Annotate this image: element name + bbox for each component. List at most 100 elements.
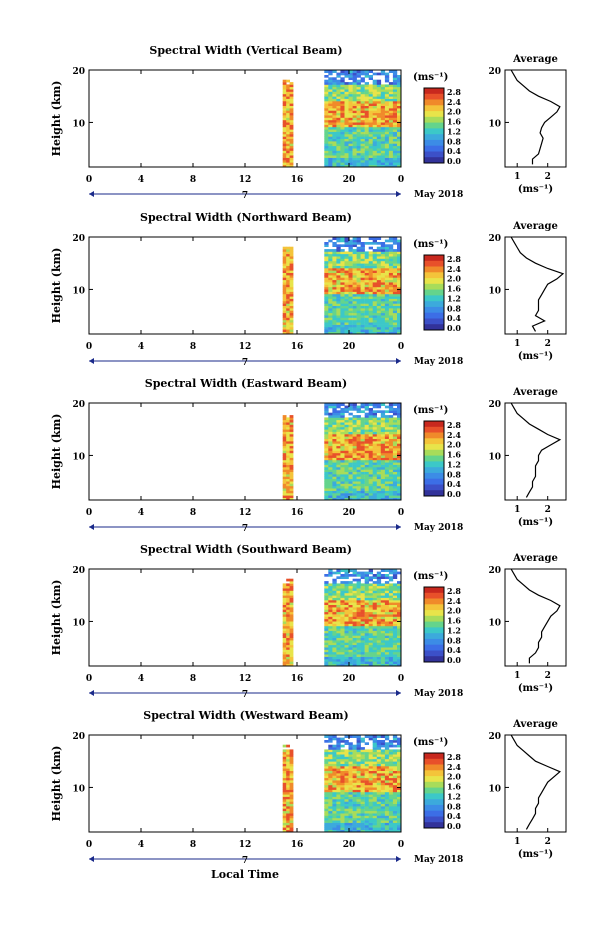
heatmap-cell bbox=[336, 253, 341, 257]
heatmap-cell bbox=[344, 277, 349, 281]
heatmap-cell bbox=[392, 756, 398, 760]
heatmap-cell bbox=[384, 647, 390, 650]
heatmap-cell bbox=[360, 607, 365, 610]
heatmap-cell bbox=[328, 117, 333, 121]
heatmap-cell bbox=[352, 768, 357, 771]
heatmap-cell bbox=[380, 611, 386, 615]
heatmap-cell bbox=[384, 485, 390, 489]
heatmap-cell bbox=[282, 773, 287, 776]
heatmap-cell bbox=[344, 82, 349, 85]
heatmap-cell bbox=[289, 138, 294, 142]
heatmap-cell bbox=[324, 84, 329, 88]
heatmap-cell bbox=[356, 443, 361, 447]
heatmap-cell bbox=[392, 410, 398, 413]
heatmap-cell bbox=[356, 159, 361, 163]
heatmap-cell bbox=[360, 789, 365, 793]
heatmap-cell bbox=[348, 284, 353, 288]
heatmap-cell bbox=[289, 749, 294, 753]
heatmap-cell bbox=[356, 270, 361, 273]
heatmap-cell bbox=[360, 614, 365, 617]
heatmap-cell bbox=[352, 777, 357, 781]
heatmap-cell bbox=[282, 761, 287, 764]
heatmap-cell bbox=[282, 749, 287, 753]
heatmap-cell bbox=[344, 251, 349, 255]
heatmap-cell bbox=[282, 322, 287, 325]
heatmap-cell bbox=[332, 412, 337, 416]
heatmap-cell bbox=[286, 89, 290, 92]
heatmap-cell bbox=[368, 322, 373, 325]
heatmap-cell bbox=[328, 796, 333, 800]
heatmap-cell bbox=[286, 497, 290, 501]
heatmap-cell bbox=[356, 492, 361, 496]
heatmap-cell bbox=[286, 452, 290, 456]
heatmap-cell bbox=[388, 649, 394, 653]
heatmap-cell bbox=[324, 640, 329, 643]
heatmap-cell bbox=[289, 253, 294, 257]
heatmap-cell bbox=[376, 265, 382, 269]
heatmap-cell bbox=[289, 441, 294, 444]
heatmap-cell bbox=[332, 286, 337, 290]
heatmap-cell bbox=[286, 663, 290, 667]
heatmap-cell bbox=[324, 483, 329, 487]
heatmap-cell bbox=[282, 249, 287, 252]
heatmap-cell bbox=[286, 279, 290, 283]
heatmap-cell bbox=[388, 457, 394, 461]
heatmap-cell bbox=[368, 630, 373, 634]
heatmap-cell bbox=[336, 93, 341, 97]
heatmap-cell bbox=[376, 623, 382, 627]
heatmap-cell bbox=[360, 301, 365, 304]
heatmap-cell bbox=[324, 585, 329, 589]
heatmap-cell bbox=[332, 485, 337, 489]
heatmap-cell bbox=[332, 820, 337, 823]
heatmap-cell bbox=[282, 89, 287, 92]
heatmap-cell bbox=[344, 244, 349, 247]
heatmap-cell bbox=[380, 459, 386, 463]
heatmap-cell bbox=[348, 122, 353, 125]
heatmap-cell bbox=[282, 658, 287, 662]
heatmap-cell bbox=[376, 794, 382, 797]
heatmap-cell bbox=[282, 476, 287, 480]
heatmap-cell bbox=[332, 119, 337, 123]
heatmap-cell bbox=[376, 301, 382, 304]
heatmap-cell bbox=[392, 817, 398, 821]
heatmap-cell bbox=[328, 108, 333, 111]
heatmap-cell bbox=[356, 429, 361, 432]
heatmap-cell bbox=[376, 611, 382, 615]
heatmap-cell bbox=[392, 75, 398, 78]
heatmap-cell bbox=[384, 258, 390, 262]
heatmap-cell bbox=[397, 796, 402, 800]
heatmap-cell bbox=[380, 763, 386, 767]
heatmap-cell bbox=[376, 141, 382, 144]
heatmap-cell bbox=[380, 129, 386, 132]
heatmap-cell bbox=[397, 784, 402, 788]
heatmap-cell bbox=[392, 827, 398, 830]
heatmap-cell bbox=[397, 324, 402, 328]
heatmap-cell bbox=[328, 497, 333, 501]
heatmap-cell bbox=[372, 331, 377, 335]
heatmap-cell bbox=[286, 481, 290, 484]
heatmap-cell bbox=[376, 242, 382, 245]
heatmap-cell bbox=[368, 625, 373, 629]
heatmap-cell bbox=[282, 162, 287, 165]
heatmap-cell bbox=[344, 604, 349, 608]
heatmap-cell bbox=[376, 592, 382, 596]
heatmap-cell bbox=[328, 756, 333, 760]
x-tick-label: 16 bbox=[291, 840, 304, 850]
heatmap-cell bbox=[328, 621, 333, 624]
heatmap-cell bbox=[384, 433, 390, 437]
heatmap-cell bbox=[336, 829, 341, 833]
heatmap-cell bbox=[324, 317, 329, 321]
heatmap-cell bbox=[344, 763, 349, 767]
heatmap-cell bbox=[372, 305, 377, 309]
heatmap-cell bbox=[340, 282, 345, 285]
heatmap-cell bbox=[348, 497, 353, 501]
heatmap-cell bbox=[328, 607, 333, 610]
heatmap-cell bbox=[352, 787, 357, 790]
heatmap-cell bbox=[392, 419, 398, 423]
heatmap-cell bbox=[344, 253, 349, 257]
heatmap-cell bbox=[397, 740, 402, 743]
heatmap-cell bbox=[392, 79, 398, 83]
heatmap-cell bbox=[328, 829, 333, 833]
heatmap-cell bbox=[380, 485, 386, 489]
heatmap-cell bbox=[392, 810, 398, 814]
